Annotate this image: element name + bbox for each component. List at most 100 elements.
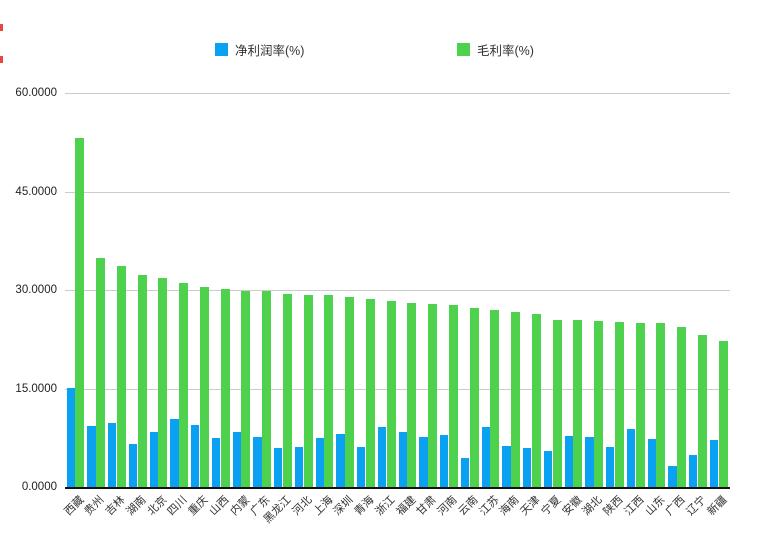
bar-net-4[interactable] xyxy=(149,431,158,487)
bar-net-14[interactable] xyxy=(357,446,366,487)
bar-gross-16[interactable] xyxy=(407,303,417,487)
bar-net-21[interactable] xyxy=(502,445,511,487)
bar-net-24[interactable] xyxy=(564,435,573,487)
bar-gross-20[interactable] xyxy=(490,309,500,487)
bar-net-1[interactable] xyxy=(87,425,96,487)
x-tick-label: 陕西 xyxy=(601,494,626,519)
bar-gross-18[interactable] xyxy=(448,305,458,487)
bar-gross-0[interactable] xyxy=(75,138,85,487)
bar-gross-27[interactable] xyxy=(635,322,645,487)
bar-net-25[interactable] xyxy=(585,437,594,487)
bar-net-19[interactable] xyxy=(460,458,470,487)
bar-net-22[interactable] xyxy=(523,448,532,487)
bar-net-15[interactable] xyxy=(377,426,387,487)
y-tick-label: 15.0000 xyxy=(15,382,57,395)
x-tick-label: 湖北 xyxy=(580,494,605,519)
bar-net-29[interactable] xyxy=(668,465,677,487)
x-tick-label: 河北 xyxy=(290,494,315,519)
y-tick-label: 60.0000 xyxy=(15,87,57,99)
bar-net-12[interactable] xyxy=(315,437,324,487)
left-edge-artifact xyxy=(0,24,3,31)
bar-net-0[interactable] xyxy=(66,387,75,487)
bar-gross-23[interactable] xyxy=(552,319,562,487)
bar-gross-25[interactable] xyxy=(594,320,604,487)
bar-gross-4[interactable] xyxy=(158,277,168,487)
bar-net-7[interactable] xyxy=(211,438,221,487)
bar-net-9[interactable] xyxy=(253,437,262,487)
bar-gross-3[interactable] xyxy=(137,274,147,487)
x-tick-label: 广西 xyxy=(663,494,688,519)
bar-gross-5[interactable] xyxy=(179,282,189,487)
y-tick-label: 45.0000 xyxy=(15,185,57,198)
bar-gross-19[interactable] xyxy=(469,308,479,487)
bar-gross-7[interactable] xyxy=(220,289,230,487)
y-tick-label: 0.0000 xyxy=(21,481,57,493)
bar-gross-1[interactable] xyxy=(96,257,106,487)
gridline xyxy=(65,191,730,193)
bar-gross-28[interactable] xyxy=(656,323,666,487)
bar-gross-14[interactable] xyxy=(365,298,375,487)
legend-item-net-profit-margin[interactable]: 净利润率(%) xyxy=(215,40,304,59)
bar-gross-13[interactable] xyxy=(345,296,355,487)
bar-net-17[interactable] xyxy=(419,437,428,487)
bar-net-13[interactable] xyxy=(336,433,345,487)
bar-net-26[interactable] xyxy=(606,446,615,487)
bar-gross-10[interactable] xyxy=(282,293,292,487)
bar-net-3[interactable] xyxy=(128,444,138,487)
bar-net-27[interactable] xyxy=(626,428,636,487)
x-tick-label: 福建 xyxy=(394,494,419,519)
x-tick-label: 山西 xyxy=(207,494,232,519)
bar-gross-12[interactable] xyxy=(324,294,334,487)
x-axis-line xyxy=(65,487,730,489)
x-tick-label: 云南 xyxy=(456,494,481,519)
x-tick-label: 浙江 xyxy=(373,494,398,519)
x-tick-label: 四川 xyxy=(165,494,190,519)
bar-net-10[interactable] xyxy=(274,447,283,487)
bar-net-5[interactable] xyxy=(170,419,179,487)
x-tick-label: 深圳 xyxy=(331,494,356,519)
x-tick-label: 重庆 xyxy=(186,494,211,519)
bar-gross-21[interactable] xyxy=(511,311,521,487)
x-tick-label: 北京 xyxy=(145,494,170,519)
legend-swatch-icon xyxy=(215,43,228,56)
legend-label: 毛利率(%) xyxy=(477,44,534,58)
x-tick-label: 青海 xyxy=(352,494,377,519)
bar-net-2[interactable] xyxy=(108,423,117,487)
bar-gross-8[interactable] xyxy=(241,290,251,487)
bar-net-8[interactable] xyxy=(232,431,241,487)
bar-net-6[interactable] xyxy=(191,425,200,487)
bar-gross-26[interactable] xyxy=(614,321,624,487)
x-tick-label: 河南 xyxy=(435,494,460,519)
bar-net-23[interactable] xyxy=(543,450,553,487)
bar-net-18[interactable] xyxy=(440,435,449,487)
legend-item-gross-margin[interactable]: 毛利率(%) xyxy=(457,40,534,59)
bar-gross-15[interactable] xyxy=(386,300,396,487)
bar-gross-6[interactable] xyxy=(199,286,209,487)
x-tick-label: 新疆 xyxy=(705,494,730,519)
bar-gross-29[interactable] xyxy=(677,327,687,487)
bar-gross-24[interactable] xyxy=(573,320,583,487)
x-tick-label: 甘肃 xyxy=(414,494,439,519)
x-tick-label: 贵州 xyxy=(82,494,107,519)
bar-gross-22[interactable] xyxy=(531,313,541,487)
x-tick-label: 安徽 xyxy=(560,494,585,519)
gridline xyxy=(65,93,730,94)
legend-swatch-icon xyxy=(457,43,470,56)
bar-gross-11[interactable] xyxy=(303,295,313,487)
bar-net-30[interactable] xyxy=(689,454,698,487)
bar-net-20[interactable] xyxy=(481,427,490,487)
bar-net-31[interactable] xyxy=(709,439,719,487)
x-tick-label: 江苏 xyxy=(477,494,502,519)
x-tick-label: 山东 xyxy=(643,494,668,519)
x-tick-label: 内蒙 xyxy=(228,494,253,519)
bar-gross-31[interactable] xyxy=(718,341,728,487)
bar-gross-17[interactable] xyxy=(428,303,438,487)
bar-gross-30[interactable] xyxy=(697,334,707,487)
bar-gross-9[interactable] xyxy=(262,291,272,487)
bar-net-16[interactable] xyxy=(398,432,407,487)
x-tick-label: 辽宁 xyxy=(684,494,709,519)
gridline xyxy=(65,290,730,291)
bar-net-11[interactable] xyxy=(294,446,304,487)
bar-gross-2[interactable] xyxy=(116,266,126,487)
bar-net-28[interactable] xyxy=(647,439,656,487)
